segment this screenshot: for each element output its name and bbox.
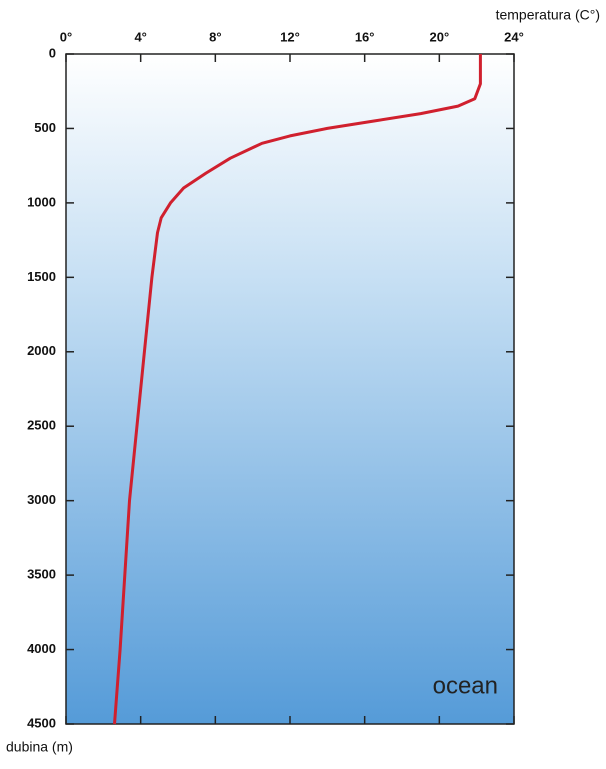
y-tick-label: 0	[49, 45, 56, 60]
x-axis-label: temperatura (C°)	[496, 7, 600, 23]
y-tick-label: 500	[34, 120, 56, 135]
plot-background	[66, 54, 514, 724]
x-tick-label: 4°	[134, 29, 146, 44]
x-tick-label: 8°	[209, 29, 221, 44]
y-tick-label: 4000	[27, 641, 56, 656]
y-tick-label: 4500	[27, 715, 56, 730]
x-tick-label: 0°	[60, 29, 72, 44]
y-tick-label: 2500	[27, 418, 56, 433]
x-tick-label: 16°	[355, 29, 375, 44]
y-tick-label: 3500	[27, 567, 56, 582]
y-axis-label: dubina (m)	[6, 739, 73, 755]
y-tick-label: 1500	[27, 269, 56, 284]
y-tick-label: 1000	[27, 194, 56, 209]
x-tick-label: 24°	[504, 29, 524, 44]
y-tick-label: 3000	[27, 492, 56, 507]
y-tick-label: 2000	[27, 343, 56, 358]
x-tick-label: 20°	[429, 29, 449, 44]
temperature-line	[113, 54, 482, 725]
annotation: ocean	[433, 672, 498, 699]
x-tick-label: 12°	[280, 29, 300, 44]
